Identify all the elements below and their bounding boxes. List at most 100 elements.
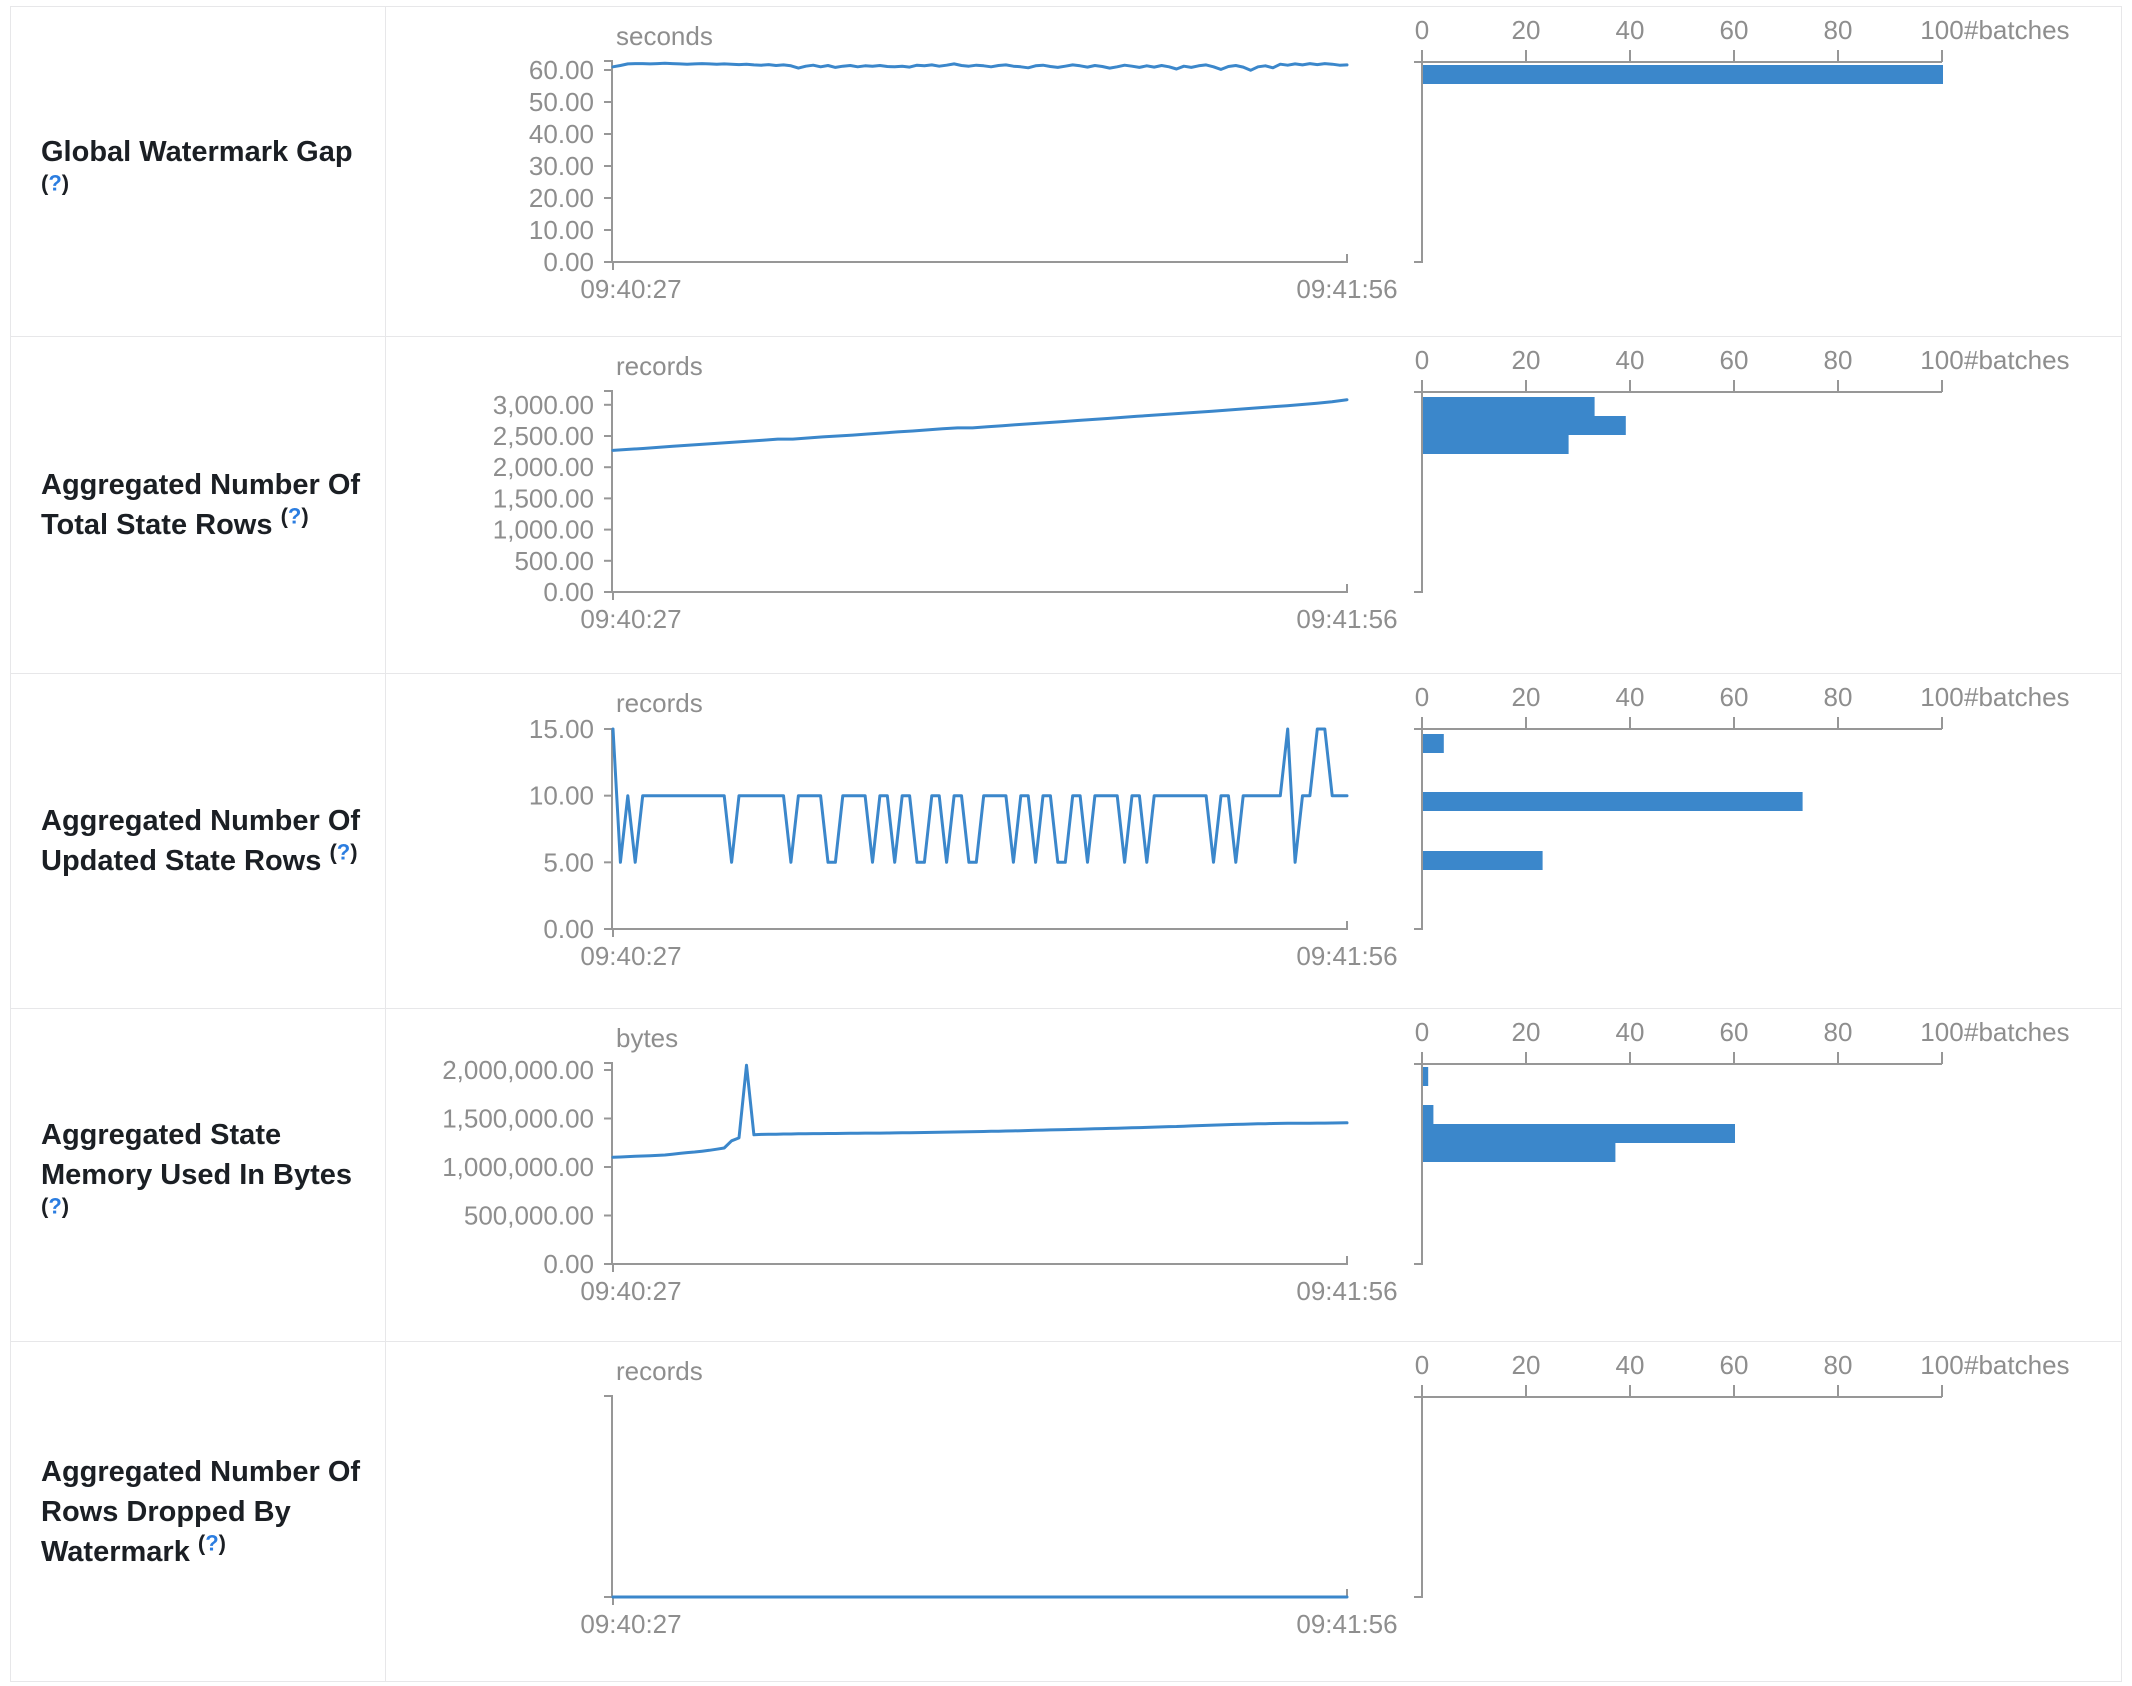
metric-help-link[interactable]: ? — [287, 503, 302, 529]
histogram-tick-label: 100 — [1920, 682, 1963, 712]
y-tick-label: 1,500.00 — [493, 483, 594, 513]
metric-help: (?) — [197, 1529, 226, 1555]
metric-label-cell: Global Watermark Gap (?) — [11, 7, 386, 336]
metric-label-cell: Aggregated State Memory Used In Bytes (?… — [11, 1009, 386, 1341]
timeline-line — [611, 1063, 1349, 1159]
metric-label: Aggregated State Memory Used In Bytes (?… — [41, 1119, 353, 1219]
histogram-bar — [1423, 734, 1444, 753]
histogram-unit-label: #batches — [1964, 345, 2070, 375]
y-tick-label: 10.00 — [529, 781, 594, 811]
x-end-time-label: 09:41:56 — [1296, 941, 1397, 971]
y-tick-label: 15.00 — [529, 714, 594, 744]
histogram-tick-label: 80 — [1824, 682, 1853, 712]
histogram-tick-label: 100 — [1920, 1350, 1963, 1380]
charts-cell: records 09:40:27 09:41:56 0 20 40 60 80 100 #batc… — [386, 1342, 2121, 1681]
y-tick-label: 3,000.00 — [493, 390, 594, 420]
metric-charts-svg: records 0.00 5.00 10.00 15.00 09:40:27 09:41:5… — [529, 682, 2070, 971]
timeline-y-axis — [604, 1062, 613, 1265]
timeline-unit-label: records — [616, 351, 703, 381]
metric-row: Aggregated State Memory Used In Bytes (?… — [11, 1009, 2121, 1342]
metric-charts-svg: records 09:40:27 09:41:56 0 20 40 60 80 100 #batc… — [580, 1350, 2069, 1639]
y-tick-label: 30.00 — [529, 151, 594, 181]
histogram-tick-label: 80 — [1824, 1017, 1853, 1047]
timeline-unit-label: bytes — [616, 1023, 678, 1053]
metric-help: (?) — [280, 503, 309, 529]
histogram-tick-label: 100 — [1920, 345, 1963, 375]
histogram-y-axis — [1414, 1397, 1423, 1598]
timeline-line — [611, 727, 1349, 864]
histogram-tick-label: 0 — [1415, 1350, 1429, 1380]
histogram-y-axis — [1414, 62, 1423, 263]
y-tick-label: 500.00 — [514, 546, 594, 576]
timeline-unit-label: seconds — [616, 21, 713, 51]
y-tick-label: 2,000,000.00 — [442, 1055, 594, 1085]
y-tick-label: 20.00 — [529, 183, 594, 213]
timeline-x-axis — [612, 921, 1348, 930]
histogram-y-axis — [1414, 392, 1423, 593]
x-end-time-label: 09:41:56 — [1296, 1609, 1397, 1639]
metric-help: (?) — [41, 169, 70, 195]
histogram-bar — [1423, 1143, 1616, 1162]
timeline-y-axis — [604, 60, 613, 263]
histogram-tick-label: 40 — [1616, 1350, 1645, 1380]
y-tick-label: 0.00 — [543, 1249, 594, 1279]
histogram-unit-label: #batches — [1964, 15, 2070, 45]
histogram-tick-label: 60 — [1720, 682, 1749, 712]
timeline-line — [611, 61, 1349, 72]
metric-charts-svg: records 0.00500.001,000.001,500.002,000.0… — [493, 345, 2070, 634]
metric-charts-svg: bytes 0.00 500,000.00 1,000,000.00 1,500,000… — [442, 1017, 2069, 1306]
x-start-time-label: 09:40:27 — [580, 1609, 681, 1639]
histogram-bar — [1423, 792, 1803, 811]
y-tick-label: 0.00 — [543, 577, 594, 607]
histogram-tick-label: 80 — [1824, 1350, 1853, 1380]
y-tick-label: 1,500,000.00 — [442, 1104, 594, 1134]
y-tick-label: 60.00 — [529, 55, 594, 85]
y-tick-label: 40.00 — [529, 119, 594, 149]
timeline-y-axis — [604, 390, 613, 593]
histogram-tick-label: 20 — [1512, 682, 1541, 712]
y-tick-label: 5.00 — [543, 847, 594, 877]
timeline-line — [611, 398, 1349, 452]
metric-help-link[interactable]: ? — [48, 1193, 62, 1219]
metric-charts-svg: seconds 0.0010.0020.0030.0040.0050.0060.0… — [529, 15, 2070, 304]
metric-label: Global Watermark Gap (?) — [41, 135, 353, 195]
histogram-tick-label: 40 — [1616, 345, 1645, 375]
histogram-tick-label: 80 — [1824, 15, 1853, 45]
x-start-time-label: 09:40:27 — [580, 274, 681, 304]
histogram-tick-label: 20 — [1512, 1017, 1541, 1047]
histogram-tick-label: 60 — [1720, 1350, 1749, 1380]
metric-row: Aggregated Number Of Total State Rows (?… — [11, 337, 2121, 674]
histogram-tick-label: 100 — [1920, 15, 1963, 45]
metric-row: Global Watermark Gap (?) seconds 0.00 10.00… — [11, 7, 2121, 337]
timeline-y-axis — [604, 728, 613, 930]
x-end-time-label: 09:41:56 — [1296, 604, 1397, 634]
y-tick-label: 1,000.00 — [493, 515, 594, 545]
metric-help: (?) — [329, 839, 358, 865]
x-start-time-label: 09:40:27 — [580, 604, 681, 634]
histogram-tick-label: 60 — [1720, 1017, 1749, 1047]
histogram-tick-label: 40 — [1616, 1017, 1645, 1047]
histogram-bar — [1423, 65, 1943, 84]
metric-label-cell: Aggregated Number Of Rows Dropped By Wat… — [11, 1342, 386, 1681]
histogram-tick-label: 80 — [1824, 345, 1853, 375]
charts-cell: bytes 0.00 500,000.00 1,000,000.00 1,500,000… — [386, 1009, 2121, 1341]
histogram-tick-label: 40 — [1616, 682, 1645, 712]
structured-streaming-statistics-table: Global Watermark Gap (?) seconds 0.00 10.00… — [10, 6, 2122, 1682]
histogram-bar — [1423, 1067, 1429, 1086]
x-start-time-label: 09:40:27 — [580, 941, 681, 971]
metric-help: (?) — [41, 1193, 70, 1219]
histogram-tick-label: 40 — [1616, 15, 1645, 45]
y-tick-label: 2,000.00 — [493, 452, 594, 482]
metric-help-link[interactable]: ? — [205, 1529, 219, 1555]
timeline-unit-label: records — [616, 1356, 703, 1386]
histogram-bar — [1423, 1124, 1735, 1143]
histogram-tick-label: 0 — [1415, 682, 1429, 712]
x-start-time-label: 09:40:27 — [580, 1276, 681, 1306]
metric-label-cell: Aggregated Number Of Total State Rows (?… — [11, 337, 386, 673]
metric-help-link[interactable]: ? — [336, 839, 351, 865]
metric-help-link[interactable]: ? — [48, 169, 62, 195]
histogram-tick-label: 100 — [1920, 1017, 1963, 1047]
histogram-tick-label: 0 — [1415, 345, 1429, 375]
metric-label: Aggregated Number Of Total State Rows (?… — [41, 469, 361, 541]
histogram-tick-label: 20 — [1512, 1350, 1541, 1380]
